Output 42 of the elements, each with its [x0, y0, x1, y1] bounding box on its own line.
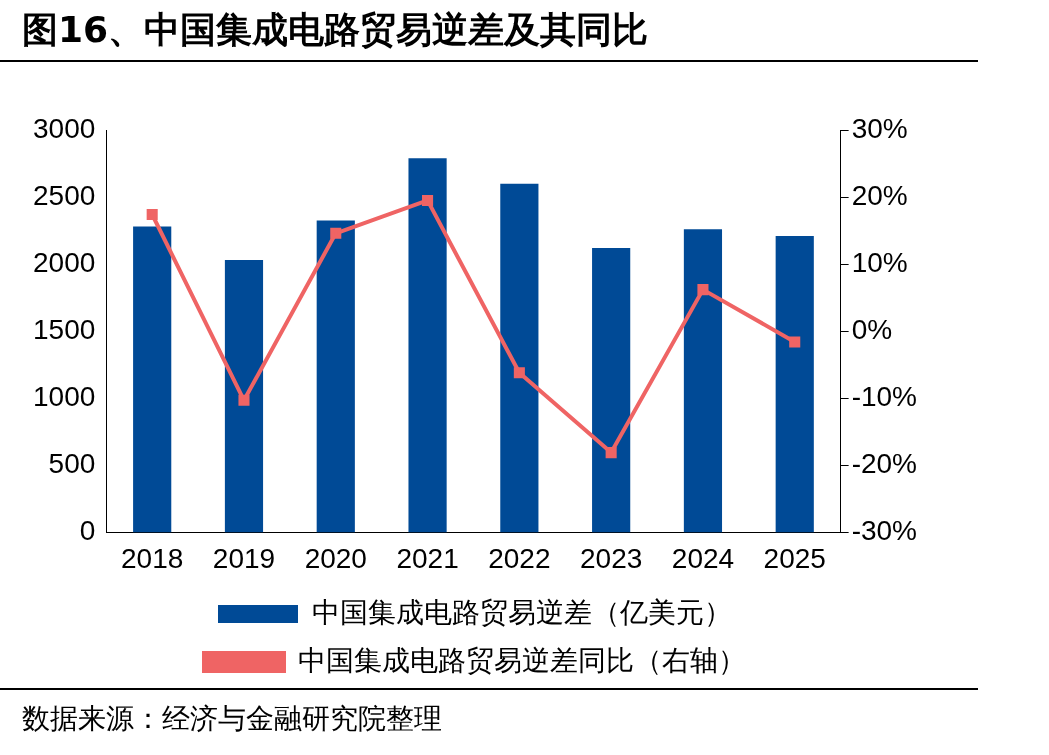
- bar: [683, 229, 723, 533]
- x-tick-label: 2019: [212, 542, 276, 574]
- bar: [500, 183, 539, 533]
- y2-tick-label: -30%: [851, 515, 918, 547]
- point: [605, 447, 617, 459]
- x-tick-label: 2018: [121, 542, 184, 574]
- y-tick-label: 500: [48, 448, 96, 480]
- bar: [592, 248, 631, 533]
- bar: [316, 220, 355, 533]
- x-tick-label: 2023: [580, 542, 643, 574]
- y-tick-label: 2500: [32, 179, 96, 211]
- x-tick-label: 2024: [671, 542, 735, 574]
- point: [330, 227, 342, 239]
- y2-tick-label: 20%: [851, 179, 908, 211]
- point: [789, 336, 801, 348]
- y2-tick-label: 30%: [851, 112, 908, 144]
- x-tick-label: 2022: [488, 542, 551, 574]
- y-tick-label: 2000: [32, 246, 96, 278]
- source-note: 数据来源：经济与金融研究院整理: [22, 701, 442, 737]
- bar: [133, 226, 172, 533]
- x-tick-label: 2025: [763, 542, 826, 574]
- bar: [224, 260, 264, 533]
- y2-tick-label: -10%: [851, 380, 918, 412]
- y2-tick-label: 0%: [851, 313, 893, 345]
- y2-tick-label: -20%: [851, 448, 918, 480]
- point: [697, 284, 709, 296]
- legend-label: 中国集成电路贸易逆差（亿美元）: [312, 596, 732, 628]
- chart-title: 图16、中国集成电路贸易逆差及其同比: [22, 8, 649, 52]
- y-tick-label: 1000: [32, 380, 96, 412]
- y2-tick-label: 10%: [851, 246, 908, 278]
- point: [238, 394, 250, 406]
- point: [146, 208, 158, 221]
- x-tick-label: 2021: [396, 542, 459, 574]
- legend-label: 中国集成电路贸易逆差同比（右轴）: [298, 644, 746, 676]
- y-tick-label: 0: [79, 515, 96, 547]
- y-tick-label: 1500: [32, 313, 96, 345]
- bar: [408, 158, 447, 533]
- bar: [775, 235, 814, 533]
- x-tick-label: 2020: [304, 542, 367, 574]
- point: [422, 194, 434, 206]
- y-tick-label: 3000: [32, 112, 96, 144]
- point: [513, 367, 525, 379]
